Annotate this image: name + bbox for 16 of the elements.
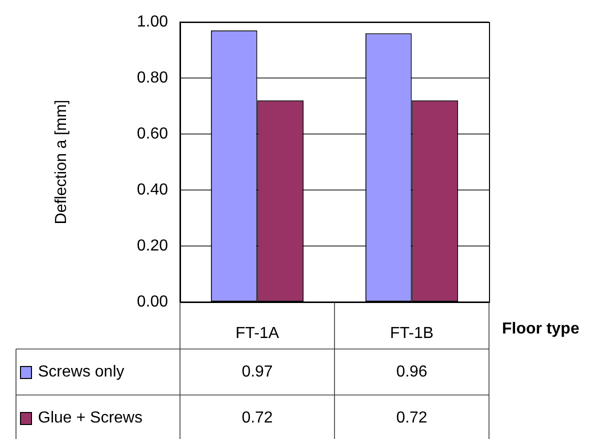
x-axis-title: Floor type xyxy=(502,320,580,338)
x-tick-label: FT-1B xyxy=(390,325,434,342)
legend-label: Glue + Screws xyxy=(38,409,142,426)
data-label: 0.97 xyxy=(242,363,273,380)
y-tick-label: 0.60 xyxy=(136,125,168,142)
y-tick-label: 0.00 xyxy=(136,293,168,310)
y-tick-label: 1.00 xyxy=(136,13,168,30)
data-label: 0.72 xyxy=(242,409,273,426)
x-tick-label: FT-1A xyxy=(235,325,280,342)
data-label: 0.96 xyxy=(396,363,428,380)
y-tick-label: 0.80 xyxy=(136,69,168,86)
y-tick-label: 0.40 xyxy=(136,181,168,198)
y-axis-title: Deflection a [mm] xyxy=(53,100,70,224)
data-label: 0.72 xyxy=(396,409,428,426)
legend-label: Screws only xyxy=(38,363,124,380)
y-tick-label: 0.20 xyxy=(136,237,168,254)
